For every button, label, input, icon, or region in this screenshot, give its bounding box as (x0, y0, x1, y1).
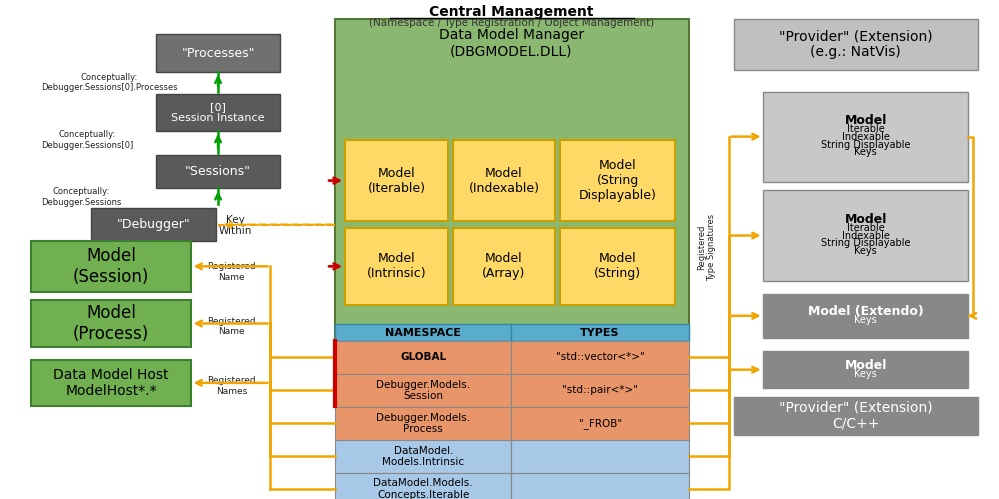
FancyBboxPatch shape (453, 140, 555, 221)
Text: String Displayable: String Displayable (821, 239, 910, 249)
Text: Keys: Keys (854, 147, 877, 158)
Text: Iterable: Iterable (847, 124, 884, 134)
Text: Model
(Process): Model (Process) (73, 304, 149, 343)
Text: Model
(Array): Model (Array) (483, 252, 525, 280)
Text: Iterable: Iterable (847, 223, 884, 233)
Text: Key
Within: Key Within (219, 215, 252, 237)
Text: "_FROB": "_FROB" (578, 418, 621, 429)
Text: Model
(Indexable): Model (Indexable) (469, 167, 539, 195)
Text: Model
(Iterable): Model (Iterable) (368, 167, 426, 195)
FancyBboxPatch shape (345, 228, 448, 305)
Text: Indexable: Indexable (842, 132, 889, 142)
Text: Debugger.Models.
Session: Debugger.Models. Session (377, 380, 471, 401)
FancyBboxPatch shape (560, 228, 675, 305)
Text: NAMESPACE: NAMESPACE (386, 327, 462, 337)
Text: [0]
Session Instance: [0] Session Instance (171, 102, 265, 123)
Text: "Provider" (Extension)
C/C++: "Provider" (Extension) C/C++ (779, 401, 932, 431)
Text: Model: Model (844, 114, 887, 127)
Text: "std::vector<*>": "std::vector<*>" (555, 352, 644, 362)
Text: Registered
Name: Registered Name (208, 317, 256, 336)
Text: String Displayable: String Displayable (821, 140, 910, 150)
FancyBboxPatch shape (31, 360, 191, 406)
Text: DataModel.
Models.Intrinsic: DataModel. Models.Intrinsic (383, 446, 465, 467)
Text: Registered
Name: Registered Name (208, 262, 256, 281)
FancyBboxPatch shape (511, 440, 688, 473)
Text: Debugger.Models.
Process: Debugger.Models. Process (377, 413, 471, 434)
Text: Registered
Names: Registered Names (208, 376, 256, 396)
FancyBboxPatch shape (335, 473, 511, 499)
FancyBboxPatch shape (560, 140, 675, 221)
FancyBboxPatch shape (453, 228, 555, 305)
FancyBboxPatch shape (763, 294, 968, 338)
FancyBboxPatch shape (511, 473, 688, 499)
FancyBboxPatch shape (335, 407, 511, 440)
FancyBboxPatch shape (91, 208, 216, 241)
FancyBboxPatch shape (511, 374, 688, 407)
FancyBboxPatch shape (763, 191, 968, 280)
FancyBboxPatch shape (763, 91, 968, 182)
Text: "Processes": "Processes" (181, 46, 255, 59)
Text: Conceptually:
Debugger.Sessions[0].Processes: Conceptually: Debugger.Sessions[0].Proce… (41, 73, 178, 92)
FancyBboxPatch shape (31, 241, 191, 291)
FancyBboxPatch shape (335, 374, 511, 407)
Text: Conceptually:
Debugger.Sessions[0]: Conceptually: Debugger.Sessions[0] (41, 130, 134, 150)
FancyBboxPatch shape (335, 19, 688, 406)
Text: GLOBAL: GLOBAL (401, 352, 447, 362)
FancyBboxPatch shape (156, 155, 281, 188)
Text: Model
(Session): Model (Session) (73, 247, 149, 286)
FancyBboxPatch shape (335, 440, 511, 473)
Text: Model (Extendo): Model (Extendo) (808, 305, 923, 318)
Text: Model
(String): Model (String) (594, 252, 641, 280)
Text: Keys: Keys (854, 369, 877, 379)
FancyBboxPatch shape (511, 407, 688, 440)
Text: TYPES: TYPES (580, 327, 619, 337)
Text: Data Model Manager
(DBGMODEL.DLL): Data Model Manager (DBGMODEL.DLL) (439, 28, 584, 58)
Text: (Namespace / Type Registration / Object Management): (Namespace / Type Registration / Object … (369, 18, 654, 28)
FancyBboxPatch shape (31, 300, 191, 347)
FancyBboxPatch shape (733, 397, 978, 435)
FancyBboxPatch shape (511, 341, 688, 374)
Text: "std::pair<*>": "std::pair<*>" (562, 385, 638, 395)
FancyBboxPatch shape (156, 34, 281, 72)
Text: Conceptually:
Debugger.Sessions: Conceptually: Debugger.Sessions (41, 187, 122, 207)
FancyBboxPatch shape (335, 324, 688, 341)
FancyBboxPatch shape (733, 19, 978, 69)
FancyBboxPatch shape (763, 351, 968, 388)
Text: Registered
Type Signatures: Registered Type Signatures (697, 214, 716, 281)
FancyBboxPatch shape (156, 94, 281, 131)
Text: Central Management: Central Management (430, 5, 593, 19)
Text: "Provider" (Extension)
(e.g.: NatVis): "Provider" (Extension) (e.g.: NatVis) (779, 29, 932, 59)
FancyBboxPatch shape (345, 140, 448, 221)
Text: Keys: Keys (854, 247, 877, 256)
Text: Model: Model (844, 359, 887, 372)
Text: Data Model Host
ModelHost*.*: Data Model Host ModelHost*.* (53, 368, 169, 398)
Text: "Sessions": "Sessions" (185, 165, 251, 178)
Text: "Debugger": "Debugger" (117, 218, 190, 231)
Text: Indexable: Indexable (842, 231, 889, 241)
Text: Model
(String
Displayable): Model (String Displayable) (578, 159, 656, 202)
Text: DataModel.Models.
Concepts.Iterable: DataModel.Models. Concepts.Iterable (374, 479, 474, 499)
FancyBboxPatch shape (335, 341, 511, 374)
Text: Model: Model (844, 213, 887, 226)
Text: Keys: Keys (854, 315, 877, 325)
Text: Model
(Intrinsic): Model (Intrinsic) (367, 252, 427, 280)
